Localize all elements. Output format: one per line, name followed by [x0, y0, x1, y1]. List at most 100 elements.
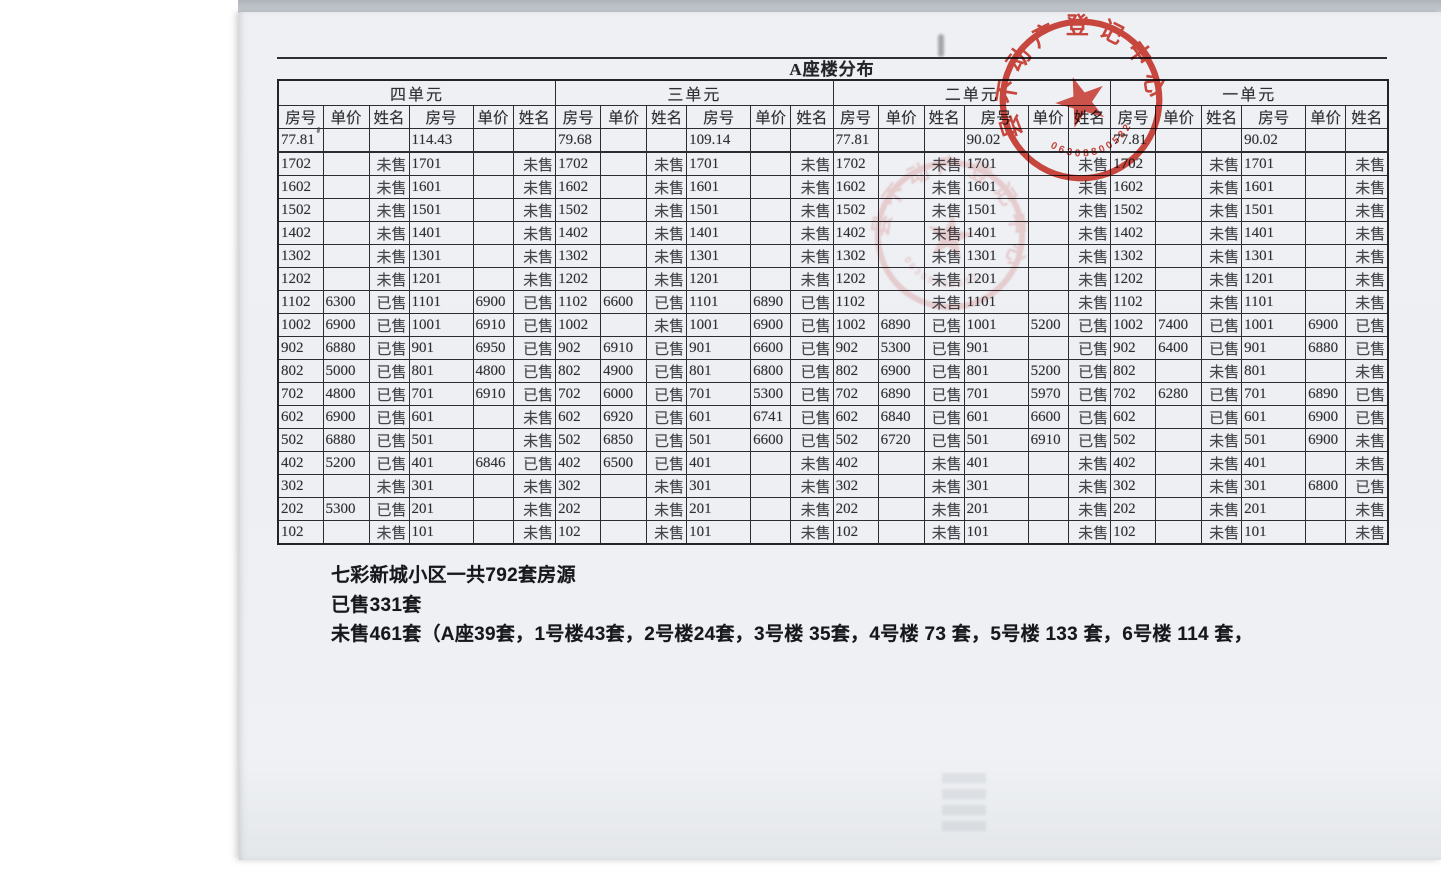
table-cell [1305, 451, 1347, 475]
table-cell: 5300 [750, 382, 792, 406]
column-header: 房号 [1110, 105, 1157, 129]
table-cell: 202 [555, 497, 602, 521]
table-cell: 6400 [1155, 336, 1203, 360]
table-cell: 未售 [368, 151, 410, 176]
table-row: 702 4800 已售 701 6910 已售 702 6000 已售 701 5300 已售 702 6… [277, 382, 1389, 406]
table-cell: 802 [277, 359, 324, 383]
table-row: 1202 未售 1201 未售 1202 未售 1201 未售 1202 未售 1201 未售 1202… [277, 267, 1389, 291]
table-cell: 未售 [1067, 151, 1112, 176]
table-cell: 未售 [512, 520, 557, 545]
table-cell: 1502 [555, 198, 602, 222]
table-cell: 1702 [555, 151, 602, 176]
table-cell: 1101 [686, 290, 752, 314]
table-cell: 6600 [1027, 405, 1069, 429]
table-cell [1155, 244, 1203, 268]
table-cell [472, 497, 514, 521]
unit-header: 二单元 [832, 79, 1112, 106]
table-cell: 未售 [512, 175, 557, 199]
table-cell: 1402 [1110, 221, 1157, 245]
column-header: 单价 [1027, 105, 1069, 129]
table-cell [750, 267, 792, 291]
table-cell [1027, 497, 1069, 521]
table-cell: 6910 [472, 313, 514, 337]
table-cell: 1602 [277, 175, 324, 199]
table-cell: 301 [408, 474, 474, 498]
table-cell [322, 198, 370, 222]
table-cell: 502 [832, 428, 879, 452]
table-cell: 未售 [646, 474, 688, 498]
table-cell: 已售 [512, 290, 557, 314]
table-cell: 6840 [877, 405, 925, 429]
table-cell: 401 [686, 451, 752, 475]
table-cell: 901 [963, 336, 1029, 360]
column-header: 姓名 [923, 105, 965, 129]
table-cell: 未售 [790, 198, 834, 222]
table-cell: 6890 [877, 382, 925, 406]
bleed-through-artifact [934, 767, 994, 867]
table-cell: 1201 [686, 267, 752, 291]
table-cell [1305, 290, 1347, 314]
table-cell: 未售 [1201, 290, 1243, 314]
table-cell: 未售 [1345, 451, 1389, 475]
column-header: 姓名 [368, 105, 410, 129]
table-cell: 1501 [408, 198, 474, 222]
table-cell [877, 198, 925, 222]
table-cell: 5970 [1027, 382, 1069, 406]
table-cell: 6846 [472, 451, 514, 475]
table-cell [877, 267, 925, 291]
table-row: 1502 未售 1501 未售 1502 未售 1501 未售 1502 未售 1501 未售 1502… [277, 198, 1389, 222]
table-cell: 801 [686, 359, 752, 383]
table-cell: 1101 [408, 290, 474, 314]
table-cell: 1502 [277, 198, 324, 222]
table-cell: 已售 [646, 405, 688, 429]
table-cell: 未售 [1345, 520, 1389, 545]
table-cell: 已售 [790, 336, 834, 360]
table-cell: 未售 [1201, 267, 1243, 291]
table-cell: 201 [1241, 497, 1307, 521]
table-cell: 90.02 [963, 128, 1029, 153]
table-cell: 101 [1241, 520, 1307, 545]
table-cell: 6741 [750, 405, 792, 429]
table-cell: 402 [1110, 451, 1157, 475]
table-cell: 6720 [877, 428, 925, 452]
table-cell [472, 151, 514, 176]
table-cell: 1402 [832, 221, 879, 245]
table-cell [1027, 451, 1069, 475]
table-row: 802 5000 已售 801 4800 已售 802 4900 已售 801 6800 已售 802 6… [277, 359, 1389, 383]
table-cell: 未售 [1201, 497, 1243, 521]
table-cell: 已售 [790, 428, 834, 452]
table-cell: 未售 [368, 244, 410, 268]
table-cell [472, 128, 514, 153]
table-cell: 未售 [1067, 244, 1112, 268]
table-cell: 未售 [790, 451, 834, 475]
table-cell: 已售 [923, 405, 965, 429]
table-cell: 未售 [646, 151, 688, 176]
table-cell: 302 [555, 474, 602, 498]
table-cell: 已售 [1201, 382, 1243, 406]
table-cell: 1102 [1110, 290, 1157, 314]
table-cell: 未售 [646, 520, 688, 545]
table-cell: 502 [1110, 428, 1157, 452]
table-cell: 701 [1241, 382, 1307, 406]
table-cell [1155, 497, 1203, 521]
table-cell: 6900 [1305, 428, 1347, 452]
table-cell: 未售 [923, 244, 965, 268]
table-cell [600, 313, 648, 337]
table-cell: 未售 [790, 175, 834, 199]
table-cell [1305, 359, 1347, 383]
table-row: 1602 未售 1601 未售 1602 未售 1601 未售 1602 未售 1601 未售 1602… [277, 175, 1389, 199]
table-cell: 6900 [322, 313, 370, 337]
table-cell: 1001 [408, 313, 474, 337]
table-cell [1155, 359, 1203, 383]
table-cell [322, 128, 370, 153]
table-row: 602 6900 已售 601 未售 602 6920 已售 601 6741 已售 602 6840 已… [277, 405, 1389, 429]
table-body: 77.81 114.43 79.68 109.14 77.81 90.02 77.81 90.… [277, 128, 1389, 545]
table-cell: 1701 [1241, 151, 1307, 176]
table-cell: 1001 [1241, 313, 1307, 337]
table-cell: 1702 [277, 151, 324, 176]
table-cell [322, 520, 370, 545]
table-cell: 602 [1110, 405, 1157, 429]
table-cell [750, 221, 792, 245]
paper-bottom-edge [239, 852, 1441, 860]
table-cell: 已售 [646, 382, 688, 406]
